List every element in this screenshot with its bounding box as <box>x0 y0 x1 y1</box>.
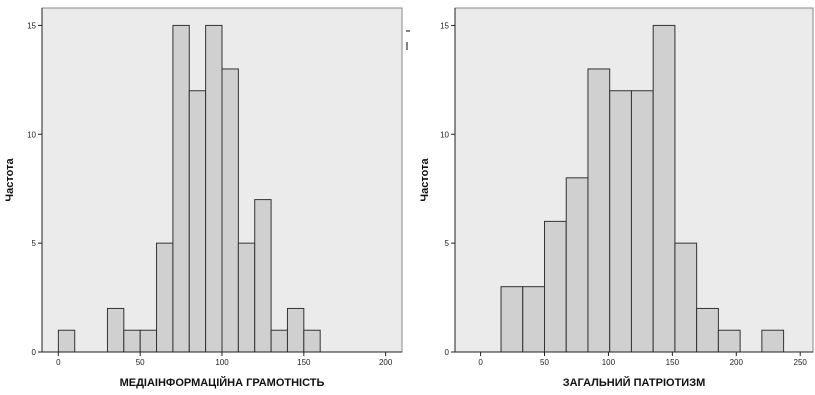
y-axis-title: Частота <box>419 158 431 202</box>
y-axis-title: Частота <box>4 158 16 202</box>
x-tick-label: 200 <box>730 358 744 367</box>
y-tick-label: 10 <box>440 130 449 139</box>
histogram-bar-3 <box>565 177 589 353</box>
histogram-bar-6 <box>188 90 207 353</box>
x-tick-label: 0 <box>478 358 483 367</box>
x-tick-label: 100 <box>215 358 229 367</box>
histogram-media-literacy-svg: 0 50 100 150 200 0 5 10 15 МЕДІАІНФОРМАЦІЙНА ГРАМ… <box>4 7 410 389</box>
histogram-bar-1 <box>522 286 545 353</box>
histogram-patriotism-svg: 0 50 100 150 200 250 0 5 10 15 ЗАГАЛЬНИЙ ПАТРІОТИЗ… <box>419 7 814 389</box>
y-tick-label: 5 <box>445 239 450 248</box>
histogram-bar-12 <box>286 307 305 353</box>
histogram-bar-1 <box>106 307 125 353</box>
histogram-patriotism: 0 50 100 150 200 250 0 5 10 15 ЗАГАЛЬНИЙ ПАТРІОТИЗ… <box>415 0 815 390</box>
histogram-bar-10 <box>254 199 272 353</box>
x-tick-label: 0 <box>56 358 61 367</box>
x-tick-label: 150 <box>666 358 680 367</box>
y-tick-label: 15 <box>27 21 36 30</box>
histogram-bar-8 <box>674 242 698 353</box>
histogram-bar-2 <box>123 329 141 353</box>
x-tick-label: 50 <box>540 358 549 367</box>
histogram-bar-10 <box>717 329 741 353</box>
histogram-bar-0 <box>500 286 524 353</box>
histogram-bar-9 <box>237 242 256 353</box>
histogram-bar-9 <box>696 307 719 353</box>
histogram-bar-8 <box>221 68 239 353</box>
histogram-bar-5 <box>609 90 632 353</box>
y-tick-label: 10 <box>27 130 36 139</box>
histogram-media-literacy: 0 50 100 150 200 0 5 10 15 МЕДІАІНФОРМАЦІЙНА ГРАМ… <box>0 0 410 390</box>
histogram-bar-6 <box>630 90 654 353</box>
histogram-bar-11 <box>761 329 785 353</box>
x-tick-label: 50 <box>136 358 145 367</box>
histogram-bar-7 <box>205 24 223 353</box>
histogram-bar-13 <box>303 329 321 353</box>
histogram-bar-4 <box>587 68 611 353</box>
x-axis-title: МЕДІАІНФОРМАЦІЙНА ГРАМОТНІСТЬ <box>120 376 325 389</box>
histogram-bar-4 <box>156 242 174 353</box>
y-tick-label: 0 <box>32 348 37 357</box>
histogram-bar-11 <box>270 329 288 353</box>
y-tick-label: 5 <box>32 239 37 248</box>
histogram-bar-0 <box>57 329 76 353</box>
histogram-bar-3 <box>139 329 158 353</box>
histogram-bar-2 <box>544 220 567 353</box>
y-tick-label: 0 <box>445 348 450 357</box>
x-tick-label: 200 <box>379 358 393 367</box>
histogram-bar-7 <box>652 24 676 353</box>
x-tick-label: 100 <box>602 358 616 367</box>
x-tick-label: 150 <box>297 358 311 367</box>
y-tick-label: 15 <box>440 21 449 30</box>
x-axis-title: ЗАГАЛЬНИЙ ПАТРІОТИЗМ <box>563 376 706 389</box>
histogram-bar-5 <box>172 24 190 353</box>
x-tick-label: 250 <box>794 358 808 367</box>
